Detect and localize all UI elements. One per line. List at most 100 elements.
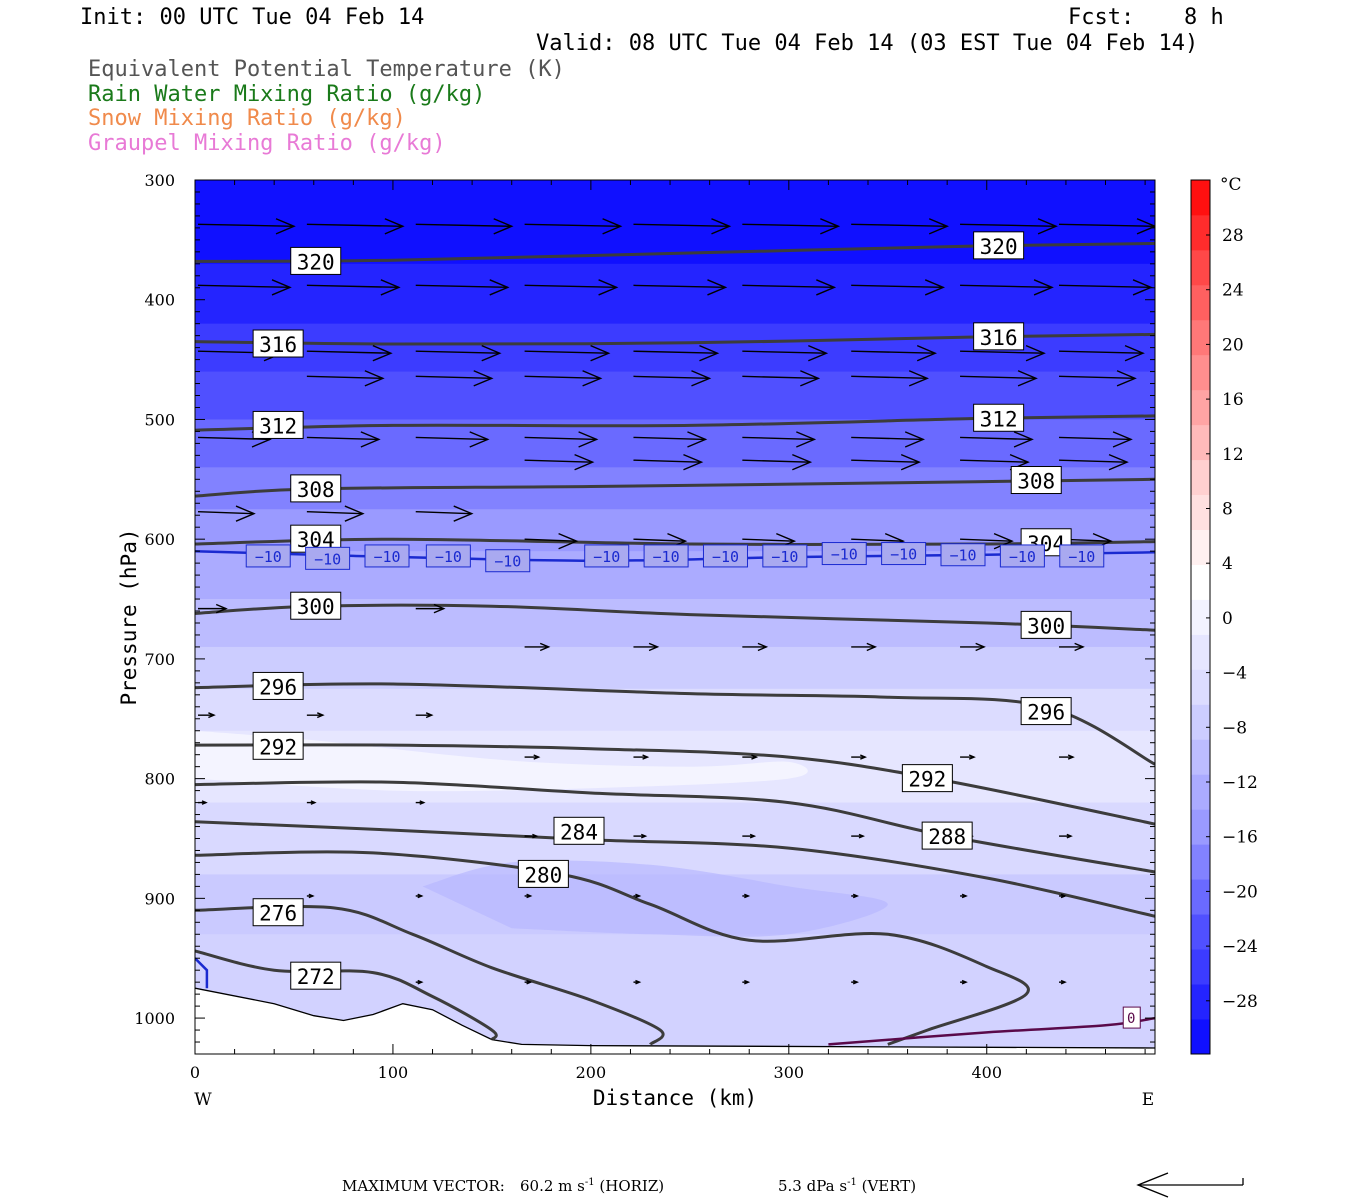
colorbar-swatch	[1191, 494, 1210, 530]
wind-vector	[198, 603, 228, 614]
contour-label-text: 300	[1027, 614, 1065, 638]
wind-vector-head	[364, 370, 385, 387]
wind-vector-head	[310, 800, 317, 805]
wind-vector	[960, 218, 1058, 235]
contour-label-280: 280	[517, 859, 569, 888]
wind-vector	[851, 453, 922, 471]
isotherm-label-minus10: −10	[584, 544, 630, 568]
contour-label-text: 284	[560, 820, 598, 844]
wind-vector-shaft	[415, 436, 488, 441]
wind-vector	[306, 279, 401, 296]
wind-vector	[524, 453, 595, 471]
isotherm-label-text: −10	[653, 548, 680, 566]
wind-vector-head	[201, 800, 208, 805]
wind-vector	[1059, 431, 1133, 448]
contour-label-292: 292	[252, 731, 304, 760]
wind-vector	[742, 431, 817, 448]
wind-vector	[306, 370, 385, 387]
wind-vector-head	[968, 754, 976, 760]
contour-label-text: 296	[1027, 701, 1065, 725]
wind-vector	[633, 431, 708, 448]
wind-vector	[415, 279, 510, 296]
wind-vector	[851, 642, 878, 652]
wind-vector-shaft	[633, 375, 710, 380]
wind-vector	[742, 345, 829, 362]
contour-label-text: 296	[259, 675, 297, 699]
y-tick-label: 400	[144, 291, 175, 310]
wind-vector-head	[417, 893, 424, 899]
wind-vector	[742, 833, 757, 839]
wind-vector	[742, 893, 751, 899]
wind-vector-shaft	[742, 284, 835, 289]
contour-label-box	[973, 322, 1025, 351]
isotherm-label-text: −10	[890, 546, 917, 564]
wind-vector	[851, 370, 930, 387]
wind-vector-head	[598, 279, 619, 296]
colorbar-swatch	[1191, 984, 1210, 1020]
colorbar-swatch	[1191, 389, 1210, 426]
wind-vector-shaft	[633, 459, 702, 463]
wind-vector	[960, 370, 1038, 387]
y-tick-label: 700	[144, 650, 175, 669]
wind-vector	[633, 979, 642, 985]
wind-vector	[742, 279, 837, 296]
wind-vector	[960, 893, 968, 899]
contour-label-box	[553, 816, 605, 845]
isotherm-label-minus10: −10	[999, 544, 1045, 568]
wind-vector	[524, 370, 603, 387]
isotherm-label-box	[305, 546, 351, 570]
wind-vector	[415, 979, 424, 985]
wind-vector	[415, 603, 446, 614]
theta-e-contour-288	[195, 780, 1155, 874]
colorbar-swatch	[1191, 914, 1210, 950]
contour-label-272: 272	[290, 961, 342, 990]
colorbar-tick-label: −12	[1222, 773, 1258, 793]
contour-label-320: 320	[973, 231, 1025, 260]
contour-label-text: 320	[297, 250, 335, 274]
wind-vector-head	[904, 431, 926, 448]
wind-vector-head	[473, 370, 494, 387]
wind-vector	[960, 345, 1046, 362]
isotherm-label-box	[1059, 544, 1105, 568]
wind-vector-shaft	[851, 538, 904, 542]
wind-vector-head	[908, 370, 930, 387]
contour-label-text: 312	[259, 414, 297, 438]
x-axis-west-label: W	[194, 1090, 212, 1110]
wind-vector-head	[493, 218, 514, 235]
isotherm-label-box	[485, 549, 531, 573]
colorbar-swatch	[1191, 809, 1210, 845]
wind-vector-head	[1033, 279, 1054, 296]
wind-vector-shaft	[197, 510, 255, 515]
contour-label-292: 292	[901, 764, 953, 793]
terrain-line	[195, 987, 1155, 1049]
contour-label-316: 316	[973, 322, 1025, 351]
wind-vector-shaft	[851, 223, 948, 227]
wind-vector-head	[687, 431, 708, 448]
contour-label-box	[252, 671, 304, 700]
contour-label-316: 316	[252, 329, 304, 358]
wind-vector	[306, 431, 381, 448]
shading-band	[195, 802, 1155, 875]
isotherm-label-minus10: −10	[245, 544, 291, 568]
wind-vector	[415, 218, 514, 235]
contour-label-box	[290, 246, 342, 275]
wind-vector-head	[360, 431, 381, 448]
contour-label-312: 312	[973, 403, 1025, 432]
x-tick-label: 0	[190, 1063, 200, 1082]
max-vector-horiz: 60.2 m s-1 (HORIZ)	[520, 1177, 665, 1195]
wind-vector	[415, 370, 494, 387]
wind-vector-head	[683, 453, 704, 471]
wind-vector-head	[792, 453, 813, 471]
wind-vector-shaft	[742, 350, 827, 354]
wind-vector-head	[1136, 218, 1155, 235]
colorbar-swatch	[1191, 180, 1210, 216]
colorbar-unit: °C	[1220, 175, 1242, 195]
contour-label-text: 292	[908, 768, 946, 792]
wind-vector	[524, 532, 579, 550]
isotherm-label-minus10: −10	[425, 544, 471, 568]
colorbar-swatch	[1191, 1019, 1210, 1055]
wind-vector-head	[582, 370, 603, 387]
contour-label-text: 316	[980, 326, 1018, 350]
wind-vector	[960, 431, 1034, 448]
